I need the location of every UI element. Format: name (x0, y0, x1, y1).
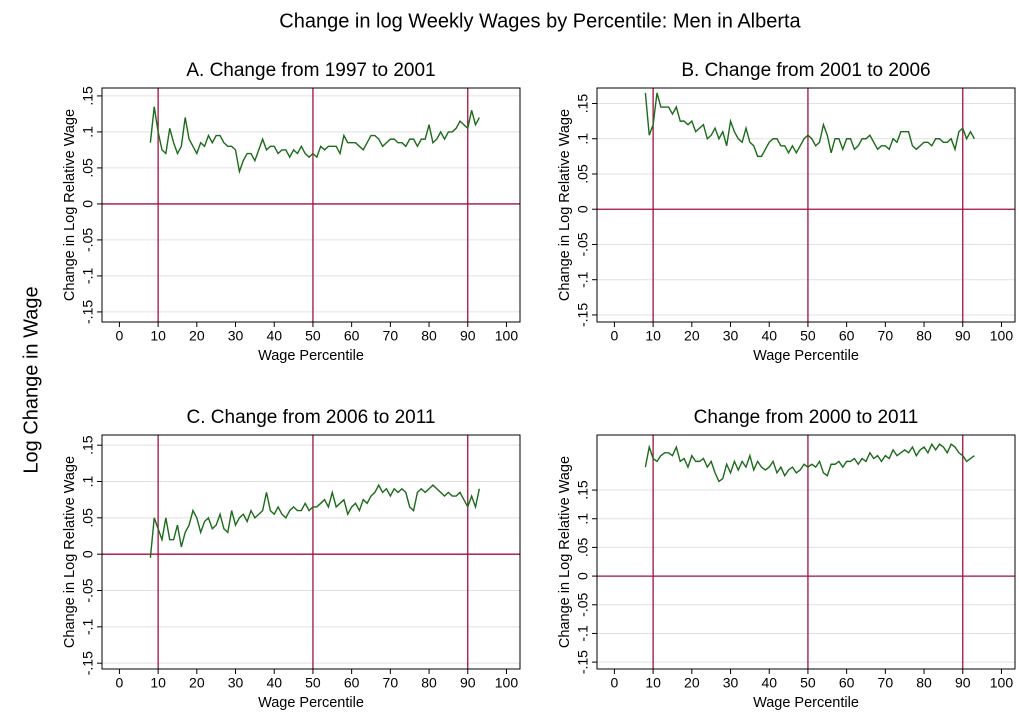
x-tick-label: 0 (611, 328, 619, 344)
y-tick-label: 0 (575, 205, 591, 213)
x-tick-label: 70 (383, 675, 399, 691)
y-tick-label: -.1 (575, 625, 591, 642)
y-tick-label: -.15 (575, 303, 591, 327)
x-tick-label: 20 (189, 675, 205, 691)
y-tick-label: -.1 (80, 268, 96, 285)
x-tick-label: 70 (878, 328, 894, 344)
panel-title: A. Change from 1997 to 2001 (186, 60, 435, 81)
x-tick-label: 60 (839, 328, 855, 344)
y-axis-label: Change in Log Relative Wage (62, 109, 78, 301)
x-tick-label: 40 (761, 675, 777, 691)
y-tick-label: .1 (575, 513, 591, 525)
x-tick-label: 20 (684, 675, 700, 691)
y-tick-label: -.1 (575, 271, 591, 288)
x-tick-label: 100 (495, 675, 519, 691)
x-tick-label: 70 (383, 328, 399, 344)
y-tick-label: .05 (575, 164, 591, 184)
x-tick-label: 0 (611, 675, 619, 691)
plot-frame (101, 87, 521, 323)
x-tick-label: 100 (990, 675, 1014, 691)
data-line (644, 442, 975, 483)
x-tick-label: 30 (228, 675, 244, 691)
x-tick-label: 60 (839, 675, 855, 691)
x-axis-label: Wage Percentile (753, 695, 859, 711)
y-axis-label: Change in Log Relative Wage (557, 109, 573, 301)
y-tick-label: .15 (80, 435, 96, 455)
x-tick-label: 0 (116, 675, 124, 691)
x-tick-label: 10 (645, 328, 661, 344)
y-tick-label: .05 (80, 508, 96, 528)
plot-frame (596, 87, 1016, 323)
x-axis-label: Wage Percentile (258, 695, 364, 711)
y-tick-label: .15 (575, 94, 591, 114)
x-tick-label: 10 (150, 675, 166, 691)
y-tick-label: -.15 (80, 300, 96, 324)
y-tick-label: .05 (575, 537, 591, 557)
y-tick-label: .1 (575, 133, 591, 145)
data-line (149, 106, 480, 175)
panel-title: Change from 2000 to 2011 (694, 407, 919, 428)
y-tick-label: .1 (80, 126, 96, 138)
y-tick-label: -.15 (575, 650, 591, 674)
x-tick-label: 60 (344, 675, 360, 691)
x-tick-label: 30 (723, 328, 739, 344)
x-tick-label: 90 (460, 675, 476, 691)
x-tick-label: 60 (344, 328, 360, 344)
y-tick-label: -.05 (80, 228, 96, 252)
x-tick-label: 40 (761, 328, 777, 344)
panel-title: B. Change from 2001 to 2006 (681, 60, 930, 81)
y-tick-label: .05 (80, 158, 96, 178)
x-tick-label: 20 (189, 328, 205, 344)
x-axis-label: Wage Percentile (753, 348, 859, 364)
plot-frame (596, 434, 1016, 670)
x-tick-label: 100 (990, 328, 1014, 344)
x-axis-label: Wage Percentile (258, 348, 364, 364)
x-tick-label: 90 (955, 328, 971, 344)
y-tick-label: -.05 (80, 578, 96, 602)
plot-frame (101, 434, 521, 670)
x-tick-label: 80 (916, 328, 932, 344)
x-tick-label: 90 (955, 675, 971, 691)
y-tick-label: -.05 (575, 232, 591, 256)
x-tick-label: 40 (266, 328, 282, 344)
x-tick-label: 80 (421, 675, 437, 691)
x-tick-label: 50 (305, 328, 321, 344)
y-tick-label: .15 (80, 86, 96, 106)
y-tick-label: 0 (575, 572, 591, 580)
x-tick-label: 90 (460, 328, 476, 344)
y-tick-label: .15 (575, 480, 591, 500)
y-tick-label: -.1 (80, 618, 96, 635)
data-line (644, 92, 975, 158)
x-tick-label: 80 (421, 328, 437, 344)
y-tick-label: -.15 (80, 651, 96, 675)
chart-title: Change in log Weekly Wages by Percentile… (279, 10, 801, 32)
x-tick-label: 100 (495, 328, 519, 344)
x-tick-label: 30 (228, 328, 244, 344)
data-line (149, 483, 481, 558)
x-tick-label: 70 (878, 675, 894, 691)
x-tick-label: 50 (305, 675, 321, 691)
panel-title: C. Change from 2006 to 2011 (187, 407, 436, 428)
x-tick-label: 80 (916, 675, 932, 691)
y-tick-label: 0 (80, 550, 96, 558)
y-axis-label: Change in Log Relative Wage (557, 456, 573, 648)
x-tick-label: 10 (150, 328, 166, 344)
x-tick-label: 0 (116, 328, 124, 344)
y-tick-label: 0 (80, 200, 96, 208)
x-tick-label: 30 (723, 675, 739, 691)
super-y-label: Log Change in Wage (20, 286, 42, 473)
y-tick-label: .1 (80, 475, 96, 487)
x-tick-label: 40 (266, 675, 282, 691)
y-axis-label: Change in Log Relative Wage (62, 456, 78, 648)
x-tick-label: 20 (684, 328, 700, 344)
x-tick-label: 50 (800, 675, 816, 691)
y-tick-label: -.05 (575, 592, 591, 616)
x-tick-label: 50 (800, 328, 816, 344)
x-tick-label: 10 (645, 675, 661, 691)
